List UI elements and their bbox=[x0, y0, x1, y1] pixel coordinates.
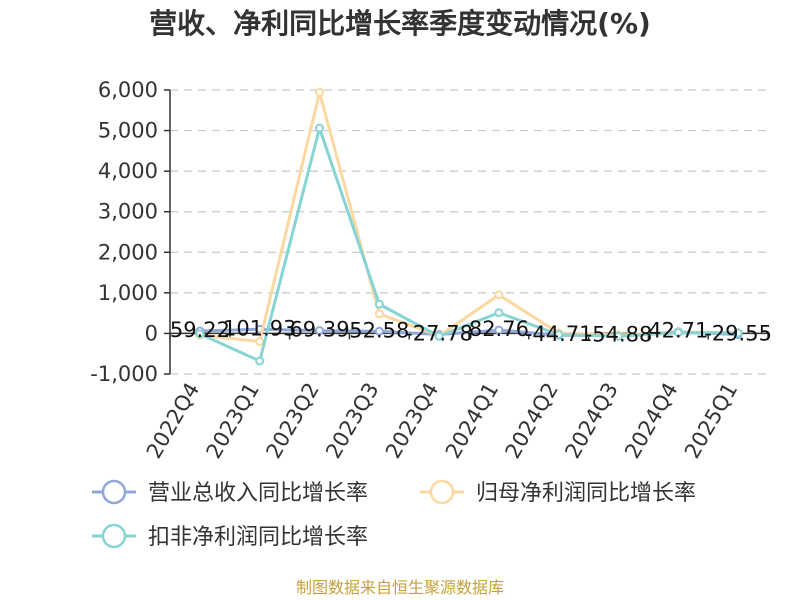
data-point bbox=[374, 299, 384, 309]
data-point bbox=[255, 356, 265, 366]
y-tick-label: 6,000 bbox=[98, 78, 158, 102]
series-layer bbox=[195, 87, 743, 366]
x-tick-label: 2023Q3 bbox=[321, 379, 383, 463]
legend-label: 营业总收入同比增长率 bbox=[148, 481, 368, 506]
legend-label: 扣非净利润同比增长率 bbox=[148, 525, 368, 550]
legend-item: 扣非净利润同比增长率 bbox=[92, 523, 368, 550]
legend-item: 营业总收入同比增长率 bbox=[92, 479, 368, 506]
data-point bbox=[494, 325, 504, 335]
data-point bbox=[673, 328, 683, 338]
data-label: 52.58 bbox=[349, 318, 409, 342]
series-line bbox=[199, 126, 739, 363]
chart-title: 营收、净利同比增长率季度变动情况(%) bbox=[149, 7, 651, 40]
x-tick-label: 2024Q3 bbox=[560, 379, 622, 463]
data-point bbox=[733, 328, 743, 338]
data-point bbox=[374, 309, 384, 319]
y-tick-label: 1,000 bbox=[98, 281, 158, 305]
x-tick-label: 2023Q1 bbox=[202, 379, 264, 463]
legend-label: 归母净利润同比增长率 bbox=[476, 481, 696, 506]
x-tick-label: 2024Q4 bbox=[620, 379, 682, 463]
data-point bbox=[315, 123, 324, 133]
data-label: -54.88 bbox=[585, 323, 653, 347]
axis-layer: -1,000 0 1,000 2,000 3,000 4,000 5,000 6,000 202… bbox=[90, 78, 769, 463]
x-tick-label: 2024Q1 bbox=[441, 379, 503, 463]
data-point bbox=[195, 329, 205, 339]
x-tick-label: 2023Q4 bbox=[381, 378, 443, 462]
data-label: 42.71 bbox=[648, 319, 708, 343]
x-tick-label: 2023Q2 bbox=[261, 379, 323, 463]
legend-marker bbox=[101, 523, 127, 549]
x-tick-label: 2022Q4 bbox=[142, 379, 204, 463]
data-point bbox=[494, 308, 504, 318]
legend-item: 归母净利润同比增长率 bbox=[420, 479, 696, 506]
data-label: 69.39 bbox=[289, 318, 349, 342]
y-tick-label: 3,000 bbox=[98, 200, 158, 224]
x-tick-label: 2024Q2 bbox=[501, 379, 563, 463]
data-point bbox=[614, 331, 623, 341]
x-tick-label: 2025Q1 bbox=[680, 379, 742, 463]
data-point bbox=[434, 331, 444, 341]
y-tick-label: -1,000 bbox=[90, 362, 158, 386]
y-tick-label: 4,000 bbox=[98, 159, 158, 183]
legend-marker bbox=[101, 479, 127, 505]
y-tick-label: 5,000 bbox=[98, 119, 158, 143]
data-label: 59.22 bbox=[170, 318, 230, 342]
data-label: 101.93 bbox=[223, 316, 296, 340]
data-point bbox=[315, 87, 324, 97]
y-tick-label: 0 bbox=[145, 321, 158, 345]
data-label: -29.55 bbox=[704, 322, 772, 346]
data-point bbox=[554, 330, 564, 340]
y-tick-label: 2,000 bbox=[98, 240, 158, 264]
data-label: -27.78 bbox=[405, 322, 473, 346]
data-label: -44.71 bbox=[525, 322, 593, 346]
legend-marker bbox=[429, 479, 455, 505]
data-point bbox=[494, 290, 504, 300]
data-point bbox=[315, 326, 324, 336]
data-point bbox=[374, 326, 384, 336]
series-line bbox=[199, 90, 739, 344]
source-note: 制图数据来自恒生聚源数据库 bbox=[296, 578, 504, 597]
data-label: 82.76 bbox=[469, 317, 529, 341]
